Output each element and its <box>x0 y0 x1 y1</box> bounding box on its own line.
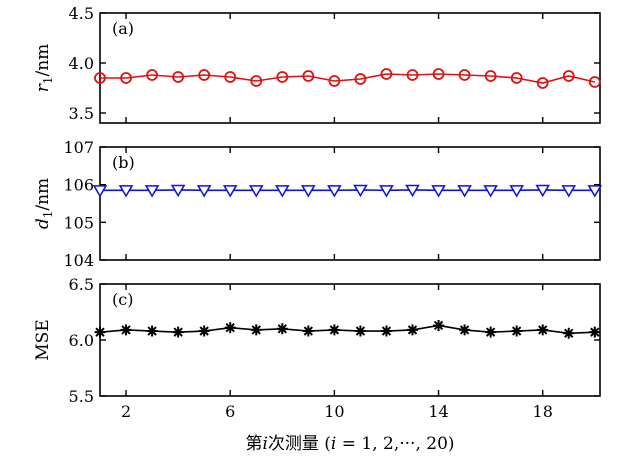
plot-frame <box>99 12 601 124</box>
data-point-14 <box>431 185 446 198</box>
x-tick-label: 18 <box>533 402 553 421</box>
plot-frame <box>99 146 601 261</box>
y-axis-label: MSE <box>33 319 53 360</box>
data-point-4 <box>170 184 186 198</box>
data-point-5 <box>198 325 210 337</box>
data-point-18 <box>537 324 549 336</box>
data-point-6 <box>224 322 236 334</box>
data-point-13 <box>407 324 418 336</box>
data-point-5 <box>196 185 212 198</box>
data-point-19 <box>563 327 575 339</box>
data-point-20 <box>589 326 601 338</box>
y-tick-label: 4.5 <box>69 4 94 23</box>
data-point-10 <box>327 185 342 198</box>
data-point-3 <box>144 185 160 198</box>
x-tick-label: 14 <box>428 402 448 421</box>
data-point-2 <box>120 324 132 336</box>
panel-label: (a) <box>112 19 134 38</box>
y-tick-label: 104 <box>63 251 94 270</box>
data-point-20 <box>588 76 601 88</box>
x-axis-label: 第i次测量 (i = 1, 2,···, 20) <box>245 434 454 454</box>
y-tick-label: 6.0 <box>69 331 94 350</box>
data-point-13 <box>405 184 420 198</box>
panel-label: (c) <box>112 290 133 309</box>
data-point-10 <box>328 75 341 87</box>
y-tick-label: 107 <box>63 138 94 157</box>
data-point-2 <box>120 72 132 84</box>
data-point-16 <box>483 185 498 198</box>
y-tick-label: 3.5 <box>69 104 94 123</box>
data-point-1 <box>94 72 106 84</box>
data-point-3 <box>146 69 158 81</box>
data-point-11 <box>354 73 367 85</box>
data-point-7 <box>250 75 263 87</box>
data-point-17 <box>510 72 523 84</box>
y-axis-label: r1/nm <box>33 44 55 93</box>
data-point-17 <box>509 185 524 198</box>
data-point-6 <box>222 185 238 198</box>
data-point-19 <box>561 185 577 198</box>
data-point-12 <box>379 185 394 198</box>
data-point-11 <box>353 184 368 198</box>
data-point-8 <box>276 71 289 83</box>
series-markers-r1 <box>94 68 601 89</box>
data-point-20 <box>587 185 603 198</box>
data-point-2 <box>118 185 134 198</box>
data-point-6 <box>224 71 237 83</box>
x-tick-label: 10 <box>324 402 344 421</box>
y-tick-label: 106 <box>63 176 94 195</box>
data-point-1 <box>92 185 108 198</box>
series-markers-d1 <box>92 184 603 198</box>
panel-a: 3.5 4.0 4.5 (a) r1/nm <box>33 4 601 124</box>
data-point-7 <box>250 324 262 336</box>
series-markers-MSE <box>94 319 601 339</box>
panel-label: (b) <box>112 153 135 172</box>
data-point-8 <box>276 323 288 335</box>
data-point-17 <box>511 325 523 337</box>
data-point-15 <box>457 185 472 198</box>
data-point-12 <box>380 325 392 337</box>
y-tick-label: 105 <box>63 213 94 232</box>
data-point-19 <box>562 70 575 82</box>
data-point-14 <box>432 68 445 80</box>
data-point-18 <box>535 184 551 198</box>
data-point-15 <box>459 324 471 336</box>
y-axis-label: d1/nm <box>33 178 55 229</box>
data-point-10 <box>328 324 340 336</box>
data-point-3 <box>146 325 158 337</box>
data-point-16 <box>485 326 497 338</box>
panels: 3.54.04.5(a)r1/nm104105106107(b)d1/nm5.5… <box>33 4 603 421</box>
panel-b: 104 105 106 107 (b) d1/nm <box>33 138 603 270</box>
x-tick-label: 2 <box>121 402 131 421</box>
panel-c: 5.5 6.0 6.5 2 6 10 14 18 (c) MSE <box>33 275 601 421</box>
data-point-1 <box>94 326 106 338</box>
data-point-9 <box>301 185 316 198</box>
data-point-4 <box>172 71 185 83</box>
data-point-16 <box>484 70 497 82</box>
data-point-9 <box>302 70 315 82</box>
data-point-15 <box>458 69 471 81</box>
data-point-13 <box>406 69 419 81</box>
data-point-8 <box>274 185 290 198</box>
y-tick-label: 6.5 <box>69 275 94 294</box>
data-point-4 <box>172 326 184 338</box>
data-point-12 <box>380 68 393 80</box>
x-tick-label: 6 <box>225 402 235 421</box>
plot-frame <box>99 283 601 397</box>
data-point-5 <box>198 69 211 81</box>
data-point-7 <box>248 185 264 198</box>
data-point-9 <box>302 325 314 337</box>
y-tick-label: 5.5 <box>69 387 94 406</box>
data-point-18 <box>536 77 549 89</box>
y-tick-label: 4.0 <box>69 54 94 73</box>
data-point-14 <box>433 319 445 331</box>
data-point-11 <box>354 325 366 337</box>
